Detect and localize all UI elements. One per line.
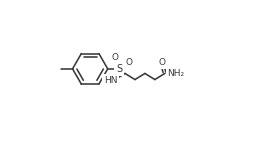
Text: O: O xyxy=(126,58,133,67)
Text: HN: HN xyxy=(104,76,118,85)
Text: S: S xyxy=(116,64,122,74)
Text: NH₂: NH₂ xyxy=(167,69,184,78)
Text: O: O xyxy=(111,53,118,62)
Text: O: O xyxy=(158,58,165,67)
